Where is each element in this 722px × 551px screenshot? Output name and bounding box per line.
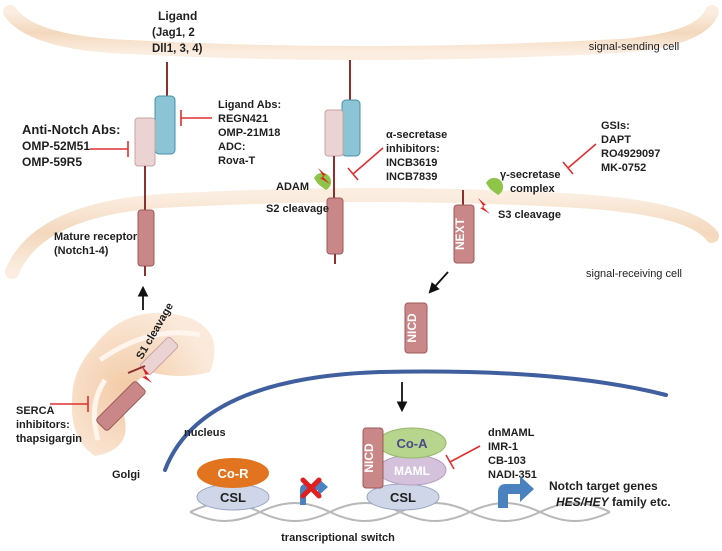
serca-line0: SERCA <box>16 405 55 417</box>
ligand-receptor-complex-2 <box>324 60 361 264</box>
alpha-inhibitors-line0: α-secretase <box>386 129 447 141</box>
adam-enzyme <box>314 172 332 190</box>
dna-strand <box>189 502 611 522</box>
ligand-abs-inhibitor <box>180 110 212 126</box>
gamma-label-0: γ-secretase <box>500 169 561 181</box>
alpha-inhibitors-line3: INCB7839 <box>386 171 437 183</box>
anti-notch-item-0: OMP-52M51 <box>22 139 90 153</box>
csl-left-label: CSL <box>220 490 246 505</box>
s2-lightning-icon <box>318 168 330 184</box>
next-fragment: NEXT <box>453 190 475 264</box>
gsi-inhibitor <box>562 143 597 175</box>
anti-notch-inhibitor <box>90 141 129 157</box>
maml-inhibitor <box>445 445 481 470</box>
receiving-cell-label: signal-receiving cell <box>586 268 682 280</box>
s2-label: S2 cleavage <box>266 203 329 215</box>
golgi-receptor <box>96 336 179 431</box>
adam-label: ADAM <box>276 181 309 193</box>
maml-inhibitor-2: CB-103 <box>488 455 526 467</box>
target-genes-line1: Notch target genes <box>549 479 658 493</box>
next-to-nicd-arrow <box>428 271 449 294</box>
nuclear-envelope <box>163 369 668 472</box>
target-genes-rest: family etc. <box>609 495 671 509</box>
cor-label: Co-R <box>217 466 249 481</box>
receiving-cell-membrane <box>5 188 719 279</box>
nicd-fragment: NICD <box>404 302 428 354</box>
transcription-arrow <box>498 476 534 508</box>
ligand-abs-item-3: Rova-T <box>218 155 256 167</box>
anti-notch-title: Anti-Notch Abs: <box>22 122 120 137</box>
block-x-icon <box>300 477 322 499</box>
transcriptional-switch-label: transcriptional switch <box>281 532 395 544</box>
maml-label: MAML <box>394 464 430 478</box>
ligand-line3: Dll1, 3, 4) <box>152 43 203 55</box>
s3-lightning-icon <box>478 198 490 214</box>
mature-receptor-label: Mature receptor <box>54 231 138 243</box>
mature-receptor <box>137 209 155 267</box>
s3-label: S3 cleavage <box>498 209 561 221</box>
nuclear-nicd-label: NICD <box>362 443 376 473</box>
alpha-inhibitors-line2: INCB3619 <box>386 157 437 169</box>
target-genes-italic: HES/HEY <box>556 495 610 509</box>
ligand-abs-item-2: ADC: <box>218 141 246 153</box>
gamma-secretase-enzyme <box>486 177 504 195</box>
sending-cell-label: signal-sending cell <box>589 41 680 53</box>
s1-lightning-icon <box>142 366 152 383</box>
gsis-title: GSIs: <box>601 120 630 132</box>
serca-inhibitor <box>50 396 89 412</box>
ligand-protein-2 <box>341 99 361 157</box>
nuclear-nicd: NICD <box>362 427 384 489</box>
nicd-label: NICD <box>405 313 419 343</box>
ligand-receptor-complex-1 <box>134 62 176 276</box>
ligand-abs-item-0: REGN421 <box>218 113 268 125</box>
csl-right-label: CSL <box>390 490 416 505</box>
gsis-item-0: DAPT <box>601 134 631 146</box>
maml-inhibitor-3: NADI-351 <box>488 469 537 481</box>
sending-cell-membrane <box>3 5 719 60</box>
ligand-line2: (Jag1, 2 <box>152 27 195 39</box>
gamma-label-1: complex <box>510 183 556 195</box>
alpha-secretase-inhibitor <box>347 147 384 181</box>
ligand-abs-title: Ligand Abs: <box>218 99 281 111</box>
serca-line2: thapsigargin <box>16 433 82 445</box>
gsis-item-2: MK-0752 <box>601 162 646 174</box>
receptor-s2 <box>326 197 344 255</box>
serca-line1: inhibitors: <box>16 419 70 431</box>
alpha-inhibitors-line1: inhibitors: <box>386 143 440 155</box>
receptor-extracellular-1 <box>134 117 156 167</box>
target-genes-line2: HES/HEY family etc. <box>556 495 671 509</box>
maml-inhibitor-1: IMR-1 <box>488 441 518 453</box>
anti-notch-item-1: OMP-59R5 <box>22 155 82 169</box>
corepressor <box>197 458 269 488</box>
gsis-item-1: RO4929097 <box>601 148 660 160</box>
ligand-title: Ligand <box>158 9 197 23</box>
coa-label: Co-A <box>396 436 428 451</box>
mature-receptor-sub: (Notch1-4) <box>54 245 109 257</box>
golgi-label: Golgi <box>112 469 140 481</box>
next-label: NEXT <box>453 217 467 250</box>
receptor-extracellular-2 <box>324 109 344 157</box>
ligand-protein-1 <box>154 95 176 155</box>
nucleus-label: nucleus <box>184 427 226 439</box>
ligand-abs-item-1: OMP-21M18 <box>218 127 280 139</box>
maml-inhibitor-0: dnMAML <box>488 427 535 439</box>
